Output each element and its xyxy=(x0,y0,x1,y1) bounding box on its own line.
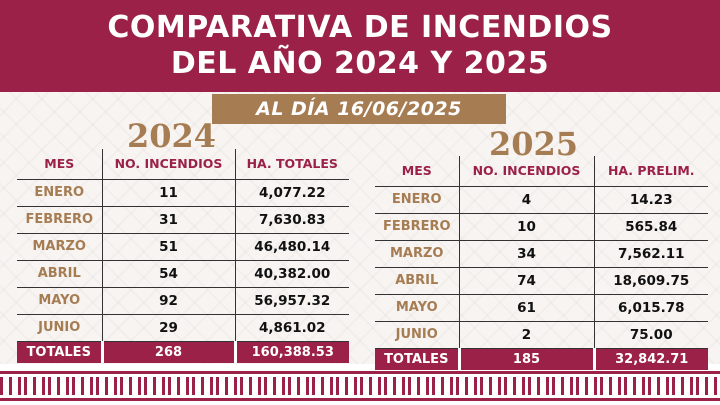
title-banner xyxy=(0,0,720,92)
date-banner: AL DÍA 16/06/2025 xyxy=(212,94,506,124)
fires-count-cell: 92 xyxy=(101,287,235,315)
totals-label: TOTALES xyxy=(375,348,459,370)
totals-hectares: 160,388.53 xyxy=(233,341,349,363)
fires-count-cell: 61 xyxy=(458,294,594,322)
year-2025-heading: 2025 xyxy=(489,125,579,163)
fires-count-cell: 2 xyxy=(458,321,594,349)
table-row: MAYO 92 56,957.32 xyxy=(17,287,349,315)
totals-fires-count: 185 xyxy=(457,348,594,370)
year-2024-heading: 2024 xyxy=(127,117,217,155)
hectares-cell: 14.23 xyxy=(593,186,708,214)
hectares-cell: 40,382.00 xyxy=(234,260,349,288)
table-row: JUNIO 29 4,861.02 xyxy=(17,314,349,342)
month-cell: ABRIL xyxy=(17,260,102,288)
column-header-ha-prelim: HA. PRELIM. xyxy=(593,156,708,187)
greek-key-border xyxy=(0,371,720,401)
month-cell: ENERO xyxy=(17,179,102,207)
totals-row: TOTALES 185 32,842.71 xyxy=(375,348,708,370)
hectares-cell: 565.84 xyxy=(593,213,708,241)
fires-count-cell: 74 xyxy=(458,267,594,295)
table-row: MARZO 34 7,562.11 xyxy=(375,240,708,268)
hectares-cell: 56,957.32 xyxy=(234,287,349,315)
month-cell: MAYO xyxy=(17,287,102,315)
hectares-cell: 4,861.02 xyxy=(234,314,349,342)
hectares-cell: 18,609.75 xyxy=(593,267,708,295)
totals-row: TOTALES 268 160,388.53 xyxy=(17,341,349,363)
fires-count-cell: 11 xyxy=(101,179,235,207)
month-cell: ENERO xyxy=(375,186,459,214)
hectares-cell: 7,630.83 xyxy=(234,206,349,234)
month-cell: MAYO xyxy=(375,294,459,322)
fires-count-cell: 34 xyxy=(458,240,594,268)
column-header-ha-totales: HA. TOTALES xyxy=(234,149,349,180)
column-header-no-incendios: NO. INCENDIOS xyxy=(458,156,594,187)
hectares-cell: 7,562.11 xyxy=(593,240,708,268)
hectares-cell: 6,015.78 xyxy=(593,294,708,322)
table-row: MARZO 51 46,480.14 xyxy=(17,233,349,261)
fires-count-cell: 10 xyxy=(458,213,594,241)
column-header-mes: MES xyxy=(375,156,459,187)
fires-count-cell: 29 xyxy=(101,314,235,342)
fires-count-cell: 4 xyxy=(458,186,594,214)
month-cell: FEBRERO xyxy=(17,206,102,234)
title-line-2: DEL AÑO 2024 Y 2025 xyxy=(170,46,550,81)
month-cell: MARZO xyxy=(375,240,459,268)
month-cell: MARZO xyxy=(17,233,102,261)
month-cell: FEBRERO xyxy=(375,213,459,241)
hectares-cell: 4,077.22 xyxy=(234,179,349,207)
hectares-cell: 46,480.14 xyxy=(234,233,349,261)
table-row: ABRIL 54 40,382.00 xyxy=(17,260,349,288)
table-header-row: MES NO. INCENDIOS HA. TOTALES xyxy=(17,149,349,180)
table-row: ENERO 4 14.23 xyxy=(375,186,708,214)
table-2024: MES NO. INCENDIOS HA. TOTALES ENERO 11 4… xyxy=(17,149,349,363)
column-header-mes: MES xyxy=(17,149,102,180)
month-cell: ABRIL xyxy=(375,267,459,295)
totals-fires-count: 268 xyxy=(100,341,235,363)
fires-count-cell: 54 xyxy=(101,260,235,288)
totals-hectares: 32,842.71 xyxy=(592,348,708,370)
fires-count-cell: 51 xyxy=(101,233,235,261)
table-row: FEBRERO 10 565.84 xyxy=(375,213,708,241)
table-header-row: MES NO. INCENDIOS HA. PRELIM. xyxy=(375,156,708,187)
totals-label: TOTALES xyxy=(17,341,102,363)
month-cell: JUNIO xyxy=(375,321,459,349)
table-2025: MES NO. INCENDIOS HA. PRELIM. ENERO 4 14… xyxy=(375,156,708,370)
hectares-cell: 75.00 xyxy=(593,321,708,349)
month-cell: JUNIO xyxy=(17,314,102,342)
column-header-no-incendios: NO. INCENDIOS xyxy=(101,149,235,180)
table-row: ABRIL 74 18,609.75 xyxy=(375,267,708,295)
page-title: COMPARATIVA DE INCENDIOS DEL AÑO 2024 Y … xyxy=(0,10,720,82)
table-row: JUNIO 2 75.00 xyxy=(375,321,708,349)
fires-count-cell: 31 xyxy=(101,206,235,234)
table-row: MAYO 61 6,015.78 xyxy=(375,294,708,322)
title-line-1: COMPARATIVA DE INCENDIOS xyxy=(107,10,613,45)
table-row: ENERO 11 4,077.22 xyxy=(17,179,349,207)
table-row: FEBRERO 31 7,630.83 xyxy=(17,206,349,234)
